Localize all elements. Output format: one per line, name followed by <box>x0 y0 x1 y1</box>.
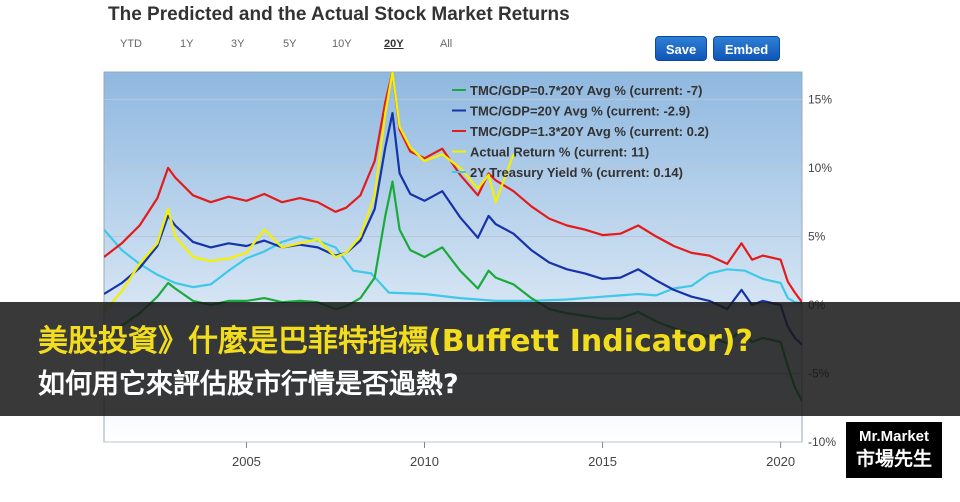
range-5y-button[interactable]: 5Y <box>283 38 297 50</box>
x-tick-label: 2020 <box>766 454 795 469</box>
legend-item-label[interactable]: TMC/GDP=1.3*20Y Avg % (current: 0.2) <box>470 124 709 139</box>
range-20y-button[interactable]: 20Y <box>384 38 404 50</box>
range-all-button[interactable]: All <box>440 38 453 50</box>
legend-item-label[interactable]: TMC/GDP=20Y Avg % (current: -2.9) <box>470 104 690 119</box>
banner-subheadline: 如何用它來評估股市行情是否過熱? <box>38 369 459 400</box>
y-tick-label: 5% <box>808 229 826 243</box>
range-10y-button[interactable]: 10Y <box>332 38 352 50</box>
brand-logo: Mr.Market 市場先生 <box>846 422 942 478</box>
y-tick-label: 15% <box>808 92 832 106</box>
series-line-3 <box>104 72 515 313</box>
range-1y-button[interactable]: 1Y <box>180 38 194 50</box>
x-tick-label: 2005 <box>232 454 261 469</box>
chart-title: The Predicted and the Actual Stock Marke… <box>108 4 570 25</box>
embed-button[interactable]: Embed <box>713 36 780 61</box>
legend-item-label[interactable]: TMC/GDP=0.7*20Y Avg % (current: -7) <box>470 83 703 98</box>
legend-item-label[interactable]: 2Y Treasury Yield % (current: 0.14) <box>470 165 683 180</box>
title-banner: 美股投資》什麼是巴菲特指標(Buffett Indicator)? 如何用它來評… <box>0 302 960 416</box>
series-line-4 <box>104 228 802 305</box>
y-tick-label: 10% <box>808 161 832 175</box>
legend: TMC/GDP=0.7*20Y Avg % (current: -7) TMC/G… <box>452 83 709 180</box>
brand-name-en: Mr.Market <box>858 428 930 445</box>
range-3y-button[interactable]: 3Y <box>231 38 245 50</box>
brand-name-zh: 市場先生 <box>855 448 932 470</box>
banner-headline: 美股投資》什麼是巴菲特指標(Buffett Indicator)? <box>38 324 753 359</box>
legend-item-label[interactable]: Actual Return % (current: 11) <box>470 145 649 160</box>
range-ytd-button[interactable]: YTD <box>120 38 142 50</box>
x-tick-label: 2010 <box>410 454 439 469</box>
x-axis: 2005 2010 2015 2020 <box>232 442 795 469</box>
x-tick-label: 2015 <box>588 454 617 469</box>
y-tick-label: -10% <box>808 435 836 449</box>
save-button[interactable]: Save <box>655 36 707 61</box>
